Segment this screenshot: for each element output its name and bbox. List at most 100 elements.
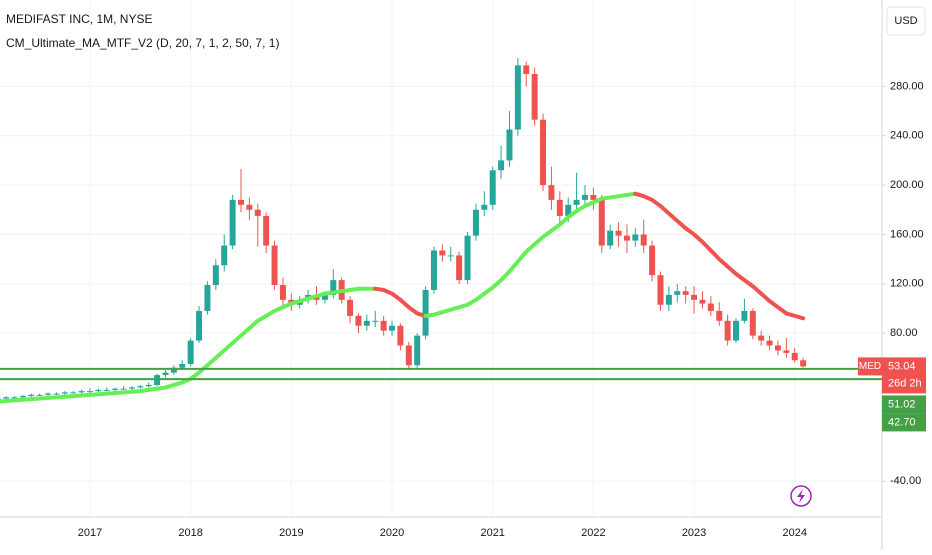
candle-body <box>506 129 513 161</box>
candle-body <box>749 310 756 336</box>
candle-body <box>649 245 656 276</box>
candle-body <box>766 340 773 346</box>
candle-body <box>112 388 119 390</box>
hline-badge-label: 51.02 <box>888 398 916 410</box>
candle-body <box>548 185 555 200</box>
symbol-title: MEDIFAST INC, 1M, NYSE <box>6 12 152 26</box>
candle-body <box>196 310 203 341</box>
candle-body <box>472 209 479 236</box>
candle-body <box>36 394 43 396</box>
last-price-label: 53.04 <box>888 360 916 372</box>
candle-body <box>422 289 429 336</box>
candle-body <box>414 335 421 366</box>
candle-body <box>271 245 278 286</box>
candle-body <box>514 65 521 130</box>
alert-icon[interactable] <box>790 485 812 507</box>
moving-average <box>0 286 378 404</box>
moving-average <box>423 191 638 318</box>
candle-body <box>489 170 496 205</box>
candle-body <box>120 388 127 390</box>
candle-body <box>674 291 681 295</box>
candle-body <box>330 280 337 295</box>
moving-average <box>633 191 806 321</box>
candle-body <box>665 294 672 305</box>
candle-body <box>128 387 135 389</box>
candle-body <box>238 199 244 205</box>
candle-body <box>623 235 630 241</box>
candle-body <box>103 389 110 391</box>
candle-body <box>170 367 177 373</box>
candle-body <box>372 320 379 322</box>
candle-body <box>70 392 77 394</box>
candle-body <box>0 398 1 400</box>
candle-body <box>145 384 152 387</box>
candle-body <box>28 394 35 397</box>
candle-body <box>783 350 790 353</box>
candle-body <box>380 320 387 331</box>
candle-body <box>212 265 219 286</box>
candle-body <box>363 320 370 326</box>
countdown-label: 26d 2h <box>888 377 922 389</box>
candle-body <box>523 65 530 75</box>
indicator-label: CM_Ultimate_MA_MTF_V2 (D, 20, 7, 1, 2, 5… <box>6 36 279 50</box>
candle-body <box>3 397 10 399</box>
x-tick-label: 2017 <box>78 527 102 539</box>
candle-body <box>699 299 706 304</box>
candle-body <box>724 320 731 341</box>
candle-body <box>800 360 807 367</box>
candle-body <box>246 204 253 210</box>
x-tick-label: 2019 <box>279 527 303 539</box>
candle-body <box>86 391 93 393</box>
plot <box>0 57 807 404</box>
candle-body <box>204 285 211 311</box>
candle-body <box>405 345 412 366</box>
candle-body <box>607 230 614 246</box>
candle-body <box>733 320 740 341</box>
candle-body <box>565 204 572 216</box>
currency-button[interactable] <box>886 6 926 36</box>
candle-body <box>758 335 765 341</box>
candle-body <box>347 299 354 316</box>
candle-body <box>632 234 639 241</box>
candle-body <box>389 325 396 331</box>
candle-body <box>531 74 538 120</box>
candle-body <box>53 393 60 395</box>
candle-body <box>691 294 698 300</box>
candle-body <box>221 245 228 266</box>
candle-body <box>321 294 328 300</box>
candle-body <box>61 392 68 394</box>
candle-body <box>279 285 286 300</box>
candle-body <box>19 396 26 398</box>
candle-body <box>45 393 52 395</box>
candle-body <box>707 303 714 311</box>
hline-badge <box>882 413 926 432</box>
candle-body <box>657 275 664 305</box>
hline-badge-label: 42.70 <box>888 416 916 428</box>
y-tick-label: 120.00 <box>890 278 924 290</box>
candle-body <box>447 255 454 257</box>
candle-body <box>481 204 488 210</box>
symbol-badge <box>858 357 882 376</box>
y-tick-label: -40.00 <box>890 475 921 487</box>
candle-body <box>682 291 689 295</box>
candle-body <box>615 230 622 236</box>
candle-body <box>573 199 580 205</box>
candle-body <box>95 389 102 392</box>
candle-body <box>498 160 505 171</box>
y-tick-label: 200.00 <box>890 179 924 191</box>
candle-body <box>590 194 597 200</box>
candle-body <box>581 194 588 200</box>
x-tick-label: 2022 <box>581 527 605 539</box>
x-tick-label: 2018 <box>178 527 202 539</box>
y-tick-label: 80.00 <box>890 327 918 339</box>
candle-body <box>741 310 748 321</box>
candle-body <box>263 215 270 246</box>
candle-body <box>137 386 144 388</box>
candle-body <box>187 340 194 364</box>
candle-body <box>540 119 547 186</box>
candle-body <box>11 397 18 399</box>
candle-body <box>716 310 723 321</box>
candle-body <box>78 391 85 393</box>
candle-body <box>464 235 471 281</box>
